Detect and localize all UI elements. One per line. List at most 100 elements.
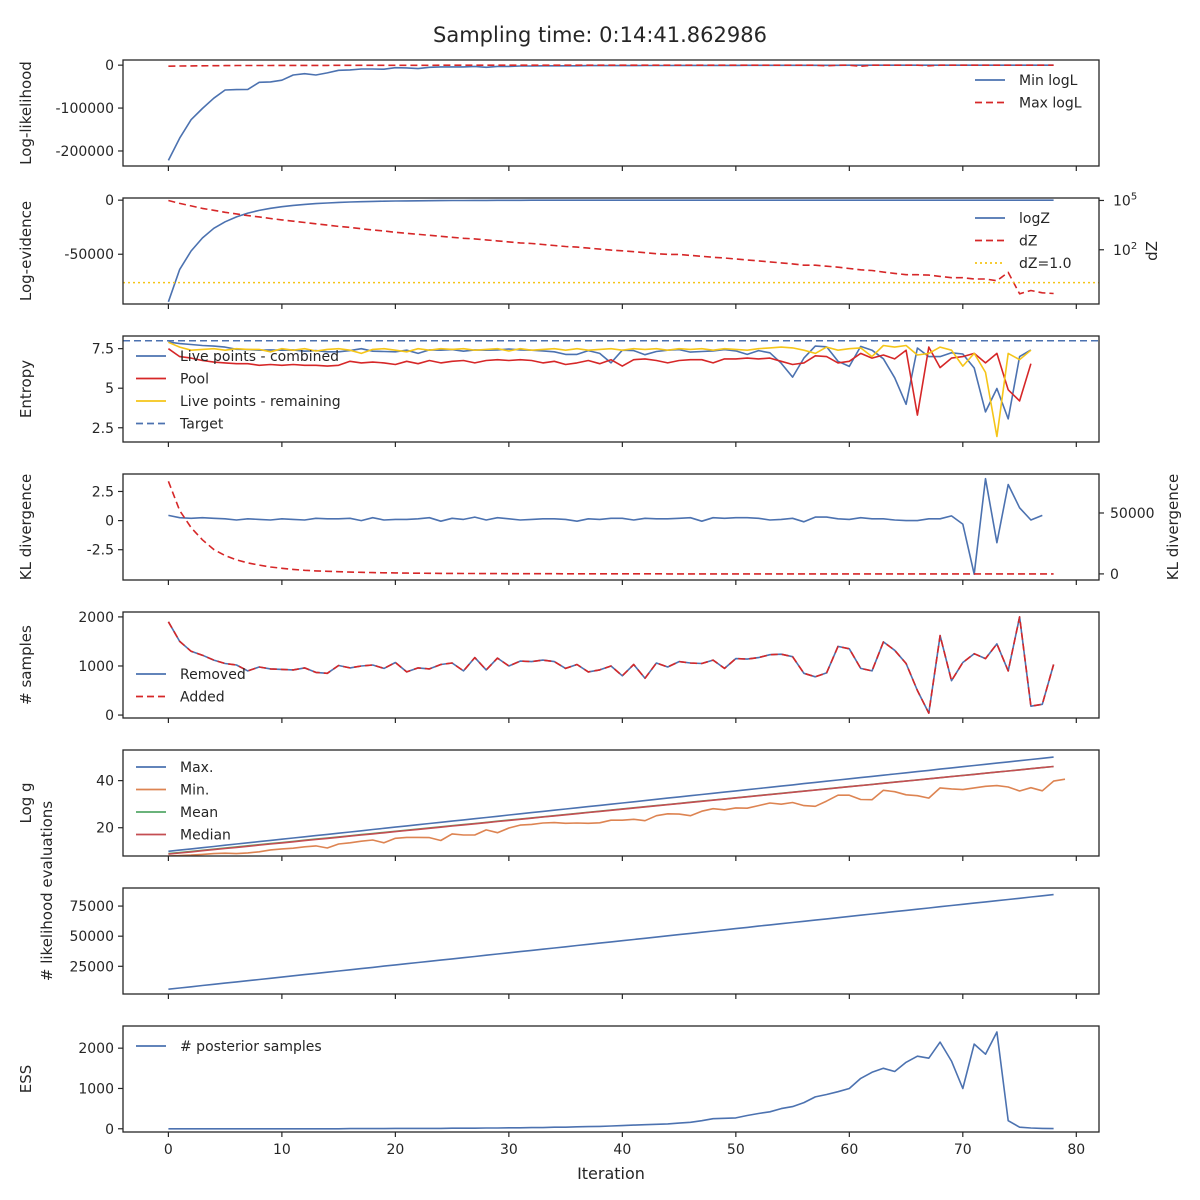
x-tick-label: 70: [954, 1142, 972, 1158]
y-tick-label: 50000: [69, 929, 114, 945]
y2-tick-label: 102: [1113, 241, 1137, 259]
legend-label: Min logL: [1019, 73, 1078, 89]
legend: logZ dZ dZ=1.0: [975, 211, 1071, 272]
x-tick-label: 80: [1067, 1142, 1085, 1158]
y-tick-label: 0: [105, 58, 114, 74]
legend: Live points - combined Pool Live points - …: [136, 349, 341, 433]
y2-tick-label: 0: [1110, 567, 1119, 583]
x-axis-label: Iteration: [577, 1164, 645, 1183]
x-tick-label: 40: [613, 1142, 631, 1158]
y-tick-label: -100000: [56, 101, 115, 117]
y-axis-label: Log g: [17, 782, 35, 823]
legend: Removed Added: [136, 667, 246, 706]
series-live-points-remaining: [168, 341, 1032, 438]
y-axis-label: # samples: [17, 625, 35, 705]
series-line-0: [168, 477, 1043, 576]
y-axis-label: Log-evidence: [17, 201, 35, 301]
axes-frame: [122, 611, 1100, 719]
axes-frame: [122, 473, 1100, 581]
legend-label: Live points - remaining: [180, 394, 341, 410]
panel-likelihood-evaluations: 75000 50000 25000 # likelihood evaluations: [38, 801, 1100, 999]
y-axis-label: ESS: [17, 1065, 35, 1094]
plot-area: [168, 1031, 1054, 1130]
x-tick-label: 30: [500, 1142, 518, 1158]
plot-area: [167, 477, 1054, 576]
plot-area: [167, 616, 1055, 714]
y-tick-label: 0: [105, 708, 114, 724]
x-tick-label: 10: [273, 1142, 291, 1158]
legend: # posterior samples: [136, 1039, 322, 1055]
y-tick-label: 2000: [78, 1041, 114, 1057]
axes-frame: [122, 749, 1100, 857]
y-tick-label: 75000: [69, 899, 114, 915]
legend-label: dZ: [1019, 234, 1037, 250]
y-tick-label: 5: [105, 381, 114, 397]
y-tick-label: 2.5: [92, 484, 114, 500]
y-tick-label: 2.5: [92, 421, 114, 437]
y2-axis-label: dZ: [1143, 241, 1161, 261]
y-tick-label: 0: [105, 193, 114, 209]
legend-label: Target: [179, 417, 224, 433]
x-tick-label: 50: [727, 1142, 745, 1158]
series-max: [168, 756, 1054, 853]
series-min-logl: [167, 64, 1054, 161]
plot-area: [168, 893, 1054, 990]
axes-frame: [122, 887, 1100, 995]
panel-log-g: 40 20 Log g Max. Min. Mean Median: [17, 749, 1100, 861]
y-tick-label: 7.5: [92, 342, 114, 358]
legend-label: Mean: [180, 805, 218, 821]
axes-frame: [122, 1025, 1100, 1133]
axes-frame: [122, 335, 1100, 443]
y-axis-label: Entropy: [17, 360, 35, 418]
series-pool: [167, 346, 1032, 416]
y2-axis-label: KL divergence: [1164, 474, 1182, 580]
series-logz: [167, 199, 1054, 303]
x-tick-label: 0: [164, 1142, 173, 1158]
legend: Max. Min. Mean Median: [136, 760, 231, 844]
y2-tick-label: 105: [1113, 191, 1137, 209]
figure-title: Sampling time: 0:14:41.862986: [433, 23, 767, 47]
legend-label: Live points - combined: [180, 349, 339, 365]
y-tick-label: 1000: [78, 1081, 114, 1097]
legend-label: Median: [180, 828, 231, 844]
y-tick-label: -2.5: [87, 543, 114, 559]
y-tick-label: 1000: [78, 659, 114, 675]
x-tick-label: 60: [840, 1142, 858, 1158]
panel-entropy: 7.5 5 2.5 Entropy Live points - combined Pool…: [17, 335, 1100, 447]
series-median: [168, 765, 1054, 855]
panel-log-likelihood: 0 -100000 -200000 Log-likelihood Min logL Max…: [17, 58, 1100, 171]
series-removed: [167, 616, 1055, 714]
plot-area: [123, 199, 1099, 303]
y-tick-label: 25000: [69, 959, 114, 975]
legend-label: Max.: [180, 760, 213, 776]
axes-frame: [122, 59, 1100, 167]
panels: 0 -100000 -200000 Log-likelihood Min logL Max…: [17, 58, 1182, 1158]
plot-area: [167, 64, 1054, 161]
legend: Min logL Max logL: [975, 73, 1082, 112]
legend-label: logZ: [1019, 211, 1050, 227]
series-max-logl: [168, 64, 1054, 67]
y-tick-label: 20: [96, 821, 114, 837]
series-posterior-samples: [168, 1031, 1054, 1130]
y-axis-label: Log-likelihood: [17, 61, 35, 165]
panel-samples: 2000 1000 0 # samples Removed Added: [17, 610, 1100, 724]
series-dz: [168, 199, 1054, 295]
panel-ess: 0 10 20 30 40 50 60 70 80 2000 1000 0 ESS # posterior…: [17, 1025, 1100, 1158]
y-tick-label: 2000: [78, 610, 114, 626]
y-axis-label: KL divergence: [17, 474, 35, 580]
axes-frame: [122, 197, 1100, 305]
y-tick-label: 0: [105, 514, 114, 530]
legend-label: Removed: [180, 667, 246, 683]
panel-kl-divergence: 2.5 0 -2.5 KL divergence 50000 0 KL divergence: [17, 473, 1182, 585]
series-added: [167, 616, 1055, 714]
series-min: [168, 778, 1066, 856]
y-tick-label: 0: [105, 1122, 114, 1138]
x-tick-label: 20: [386, 1142, 404, 1158]
plot-area: [168, 756, 1066, 856]
y-tick-label: -50000: [64, 247, 114, 263]
y-tick-label: -200000: [56, 144, 115, 160]
legend-label: Pool: [180, 372, 209, 388]
legend-label: Max logL: [1019, 96, 1082, 112]
